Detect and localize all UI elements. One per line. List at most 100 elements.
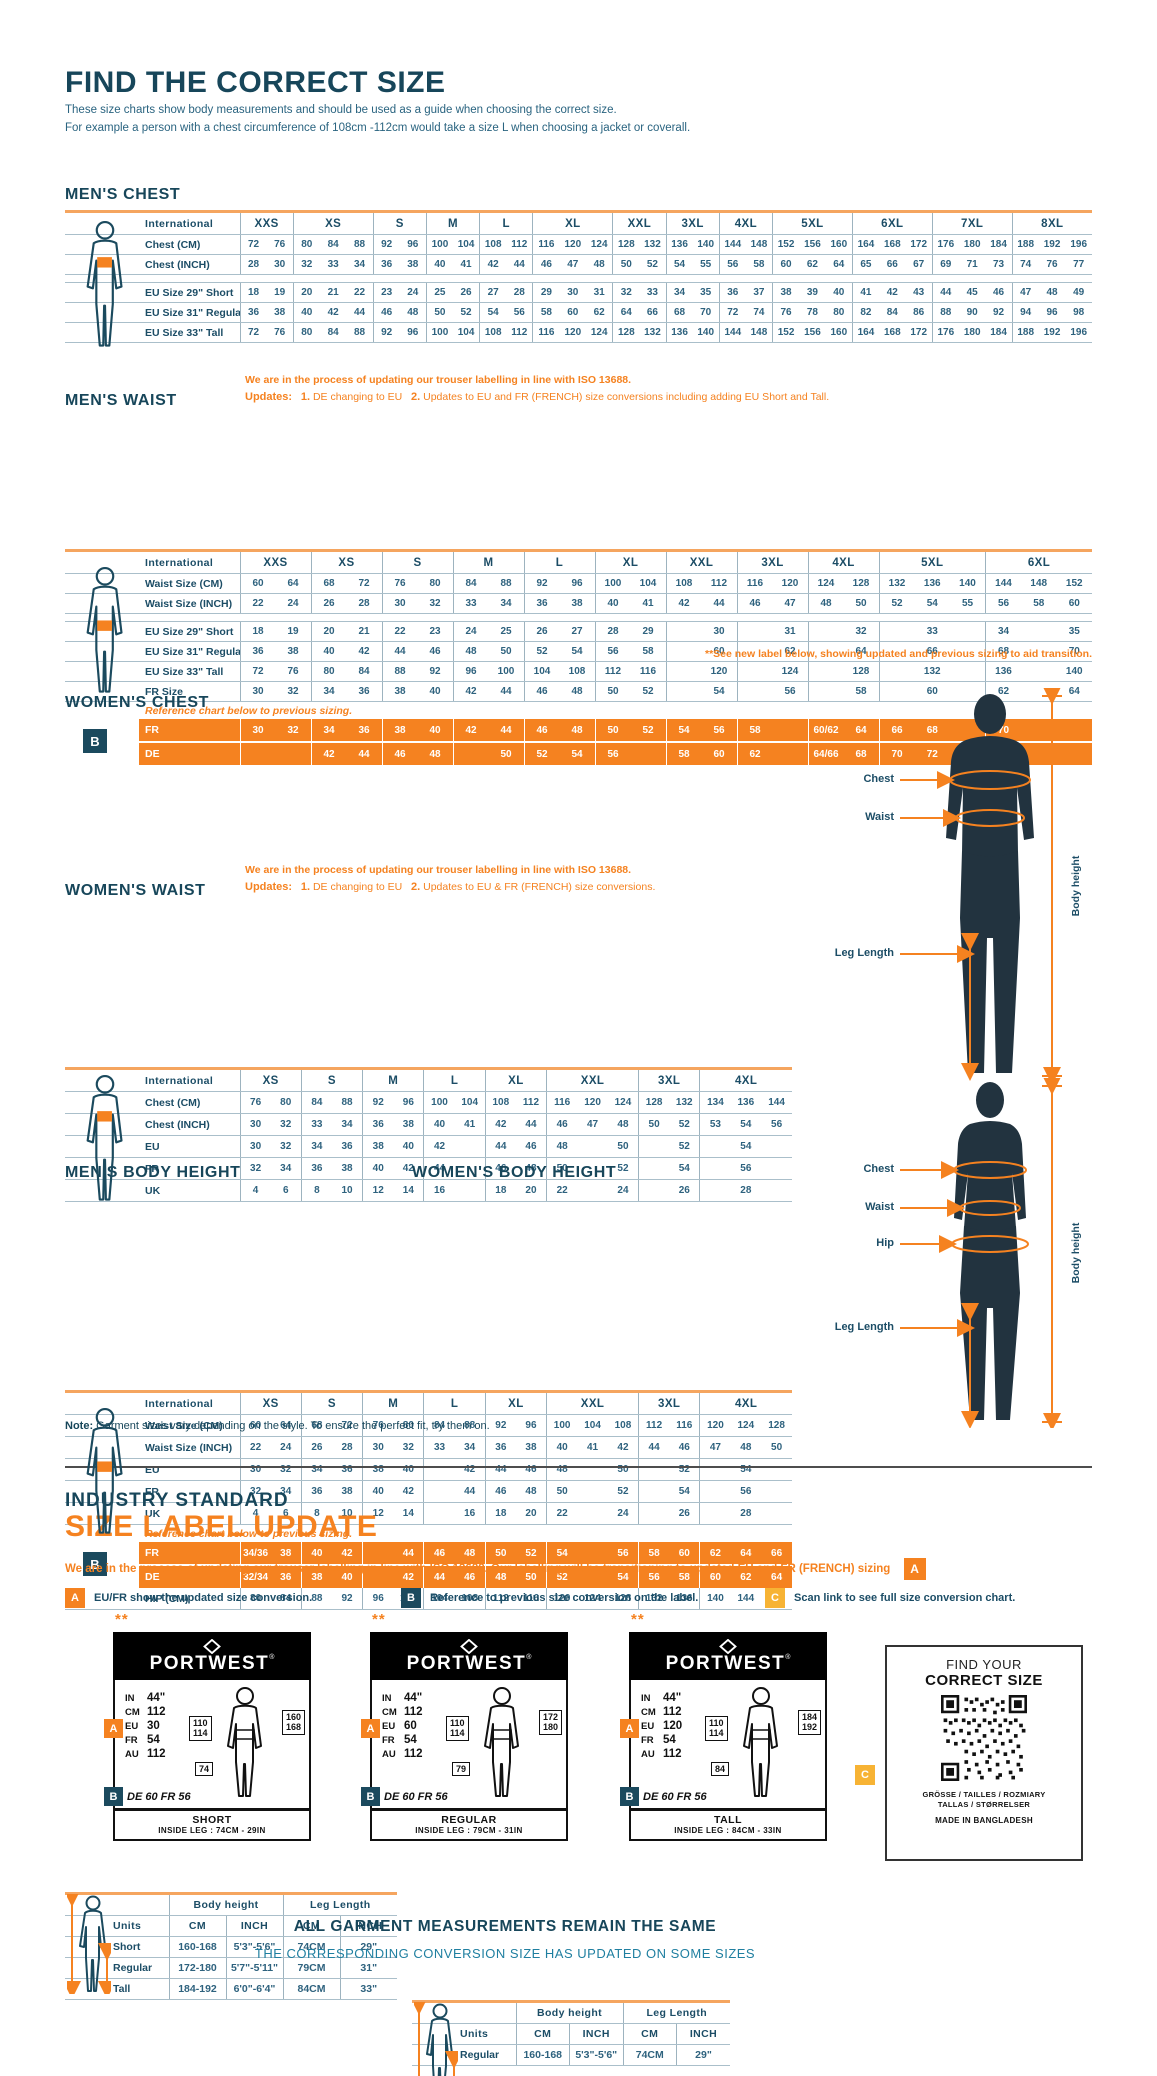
size-cell: 144 <box>718 234 746 255</box>
size-cell: 68 <box>985 641 1021 662</box>
size-cell: 96 <box>399 322 427 343</box>
size-cell: 54 <box>669 1480 700 1503</box>
size-cell: 32/34 <box>239 1564 271 1588</box>
mens-waist-heading: MEN'S WAIST <box>65 392 177 409</box>
size-cell: S <box>381 550 453 574</box>
stars-marker: ** <box>372 1611 386 1628</box>
table-row: Waist Size (CM) 60 64 68 72 76 80 84 88 92 96 100 10… <box>65 573 1092 594</box>
size-cell: 152 <box>772 234 800 255</box>
size-cell: 58 <box>736 719 773 742</box>
size-cell <box>761 1480 792 1503</box>
size-cell: 164 <box>851 322 879 343</box>
size-cell: 108 <box>484 1091 516 1114</box>
table-row <box>65 274 1092 283</box>
size-cell: 38 <box>331 1480 363 1503</box>
size-cell: 6XL <box>851 211 933 235</box>
size-cell: 164 <box>851 234 879 255</box>
size-cell: 40 <box>362 1480 394 1503</box>
size-cell: 28 <box>239 254 267 275</box>
size-cell: 10 <box>331 1502 363 1525</box>
size-cell: 31 <box>772 621 808 642</box>
size-cell <box>423 1458 455 1481</box>
legend-badge-a: A <box>65 1588 85 1608</box>
size-cell: 72 <box>914 741 950 765</box>
previous-size-ref: DE 60 FR 56 <box>127 1791 191 1803</box>
size-cell: 30 <box>266 254 294 275</box>
size-cell: 28 <box>506 282 533 303</box>
table-row: Waist Size (INCH) 22 24 26 28 30 32 33 34 36 38 40 4… <box>65 593 1092 614</box>
leg-measure-box: 84 <box>711 1762 730 1777</box>
size-cell: 22 <box>546 1179 578 1202</box>
size-cell: 144 <box>761 1091 792 1114</box>
size-cell: 68 <box>843 741 879 765</box>
womens-waist-heading: WOMEN'S WAIST <box>65 882 206 899</box>
body-height-label: Body height <box>1070 1222 1082 1284</box>
size-cell: 112 <box>506 234 533 255</box>
size-cell: 64/66 <box>807 741 844 765</box>
size-cell: XXL <box>546 1391 639 1415</box>
size-cell: 76 <box>275 661 311 682</box>
size-cell: 26 <box>523 621 560 642</box>
size-cell: 18 <box>239 621 276 642</box>
size-cell: 176 <box>931 234 959 255</box>
size-cell: 54 <box>559 641 595 662</box>
size-cell: 18 <box>484 1502 516 1525</box>
size-cell: 44 <box>488 681 524 702</box>
size-cell: 56 <box>607 1542 639 1565</box>
size-cell: 44 <box>638 1436 670 1459</box>
size-cell: 50 <box>425 302 453 323</box>
size-cell: 56 <box>761 1113 792 1136</box>
size-cell: 20 <box>310 621 347 642</box>
size-cell: 54 <box>665 254 693 275</box>
size-cell: 48 <box>559 681 595 702</box>
size-cell: 128 <box>843 661 879 682</box>
size-cell: 116 <box>532 234 560 255</box>
size-cell: 40 <box>310 641 347 662</box>
size-cell <box>577 1502 608 1525</box>
size-cell <box>454 1135 486 1158</box>
size-cell: 14 <box>393 1179 424 1202</box>
size-cell: 46 <box>985 282 1013 303</box>
size-cell: 140 <box>692 322 720 343</box>
size-cell: 116 <box>630 661 666 682</box>
size-cell: 86 <box>905 302 933 323</box>
stars-marker: ** <box>631 1611 645 1628</box>
size-cell: 120 <box>559 322 587 343</box>
size-cell: 68 <box>300 1414 332 1437</box>
size-cell: 52 <box>515 1542 547 1565</box>
size-cell: 96 <box>393 1091 424 1114</box>
size-cell: 40 <box>825 282 853 303</box>
size-cell: 120 <box>577 1091 608 1114</box>
size-cell: 42 <box>479 254 507 275</box>
label-figure-pictogram: 110 114 184 192 84 <box>699 1684 821 1800</box>
size-cell <box>1021 621 1057 642</box>
size-cell: 32 <box>270 1113 302 1136</box>
size-cell: INCH <box>339 1915 397 1937</box>
size-cell: 96 <box>1038 302 1066 323</box>
size-cell: 124 <box>730 1414 762 1437</box>
size-cell: 120 <box>772 573 808 594</box>
size-cell: 38 <box>381 719 418 742</box>
size-cell: 68 <box>310 573 347 594</box>
row-label: Chest (INCH) <box>65 254 240 275</box>
size-cell: 48 <box>546 1458 578 1481</box>
industry-paragraph-text: We are in the process of updating our tr… <box>65 1563 891 1576</box>
size-cell: 172 <box>905 234 933 255</box>
size-cell: 34/36 <box>239 1542 271 1565</box>
size-cell: 33 <box>319 254 347 275</box>
size-cell: 6'0"-6'4" <box>225 1978 283 2000</box>
label-size-row: EU 30 <box>125 1720 160 1732</box>
size-cell: 52 <box>630 681 666 702</box>
leg-measure-box: 74 <box>195 1762 214 1777</box>
size-cell: 41 <box>851 282 879 303</box>
size-cell: 84 <box>300 1091 332 1114</box>
label-size-row: EU 60 <box>382 1720 417 1732</box>
size-cell: 47 <box>699 1436 731 1459</box>
size-cell: 36 <box>239 641 276 662</box>
size-label-card-short: ** PORTWEST® A B IN 44" CM 112 EU 30 FR 54 AU 112 110 1… <box>104 1611 311 1841</box>
row-label: International <box>65 550 240 574</box>
size-cell: 108 <box>607 1414 639 1437</box>
label-b-badge: B <box>83 729 107 753</box>
pictogram-person <box>227 1687 262 1797</box>
size-cell <box>665 641 702 662</box>
